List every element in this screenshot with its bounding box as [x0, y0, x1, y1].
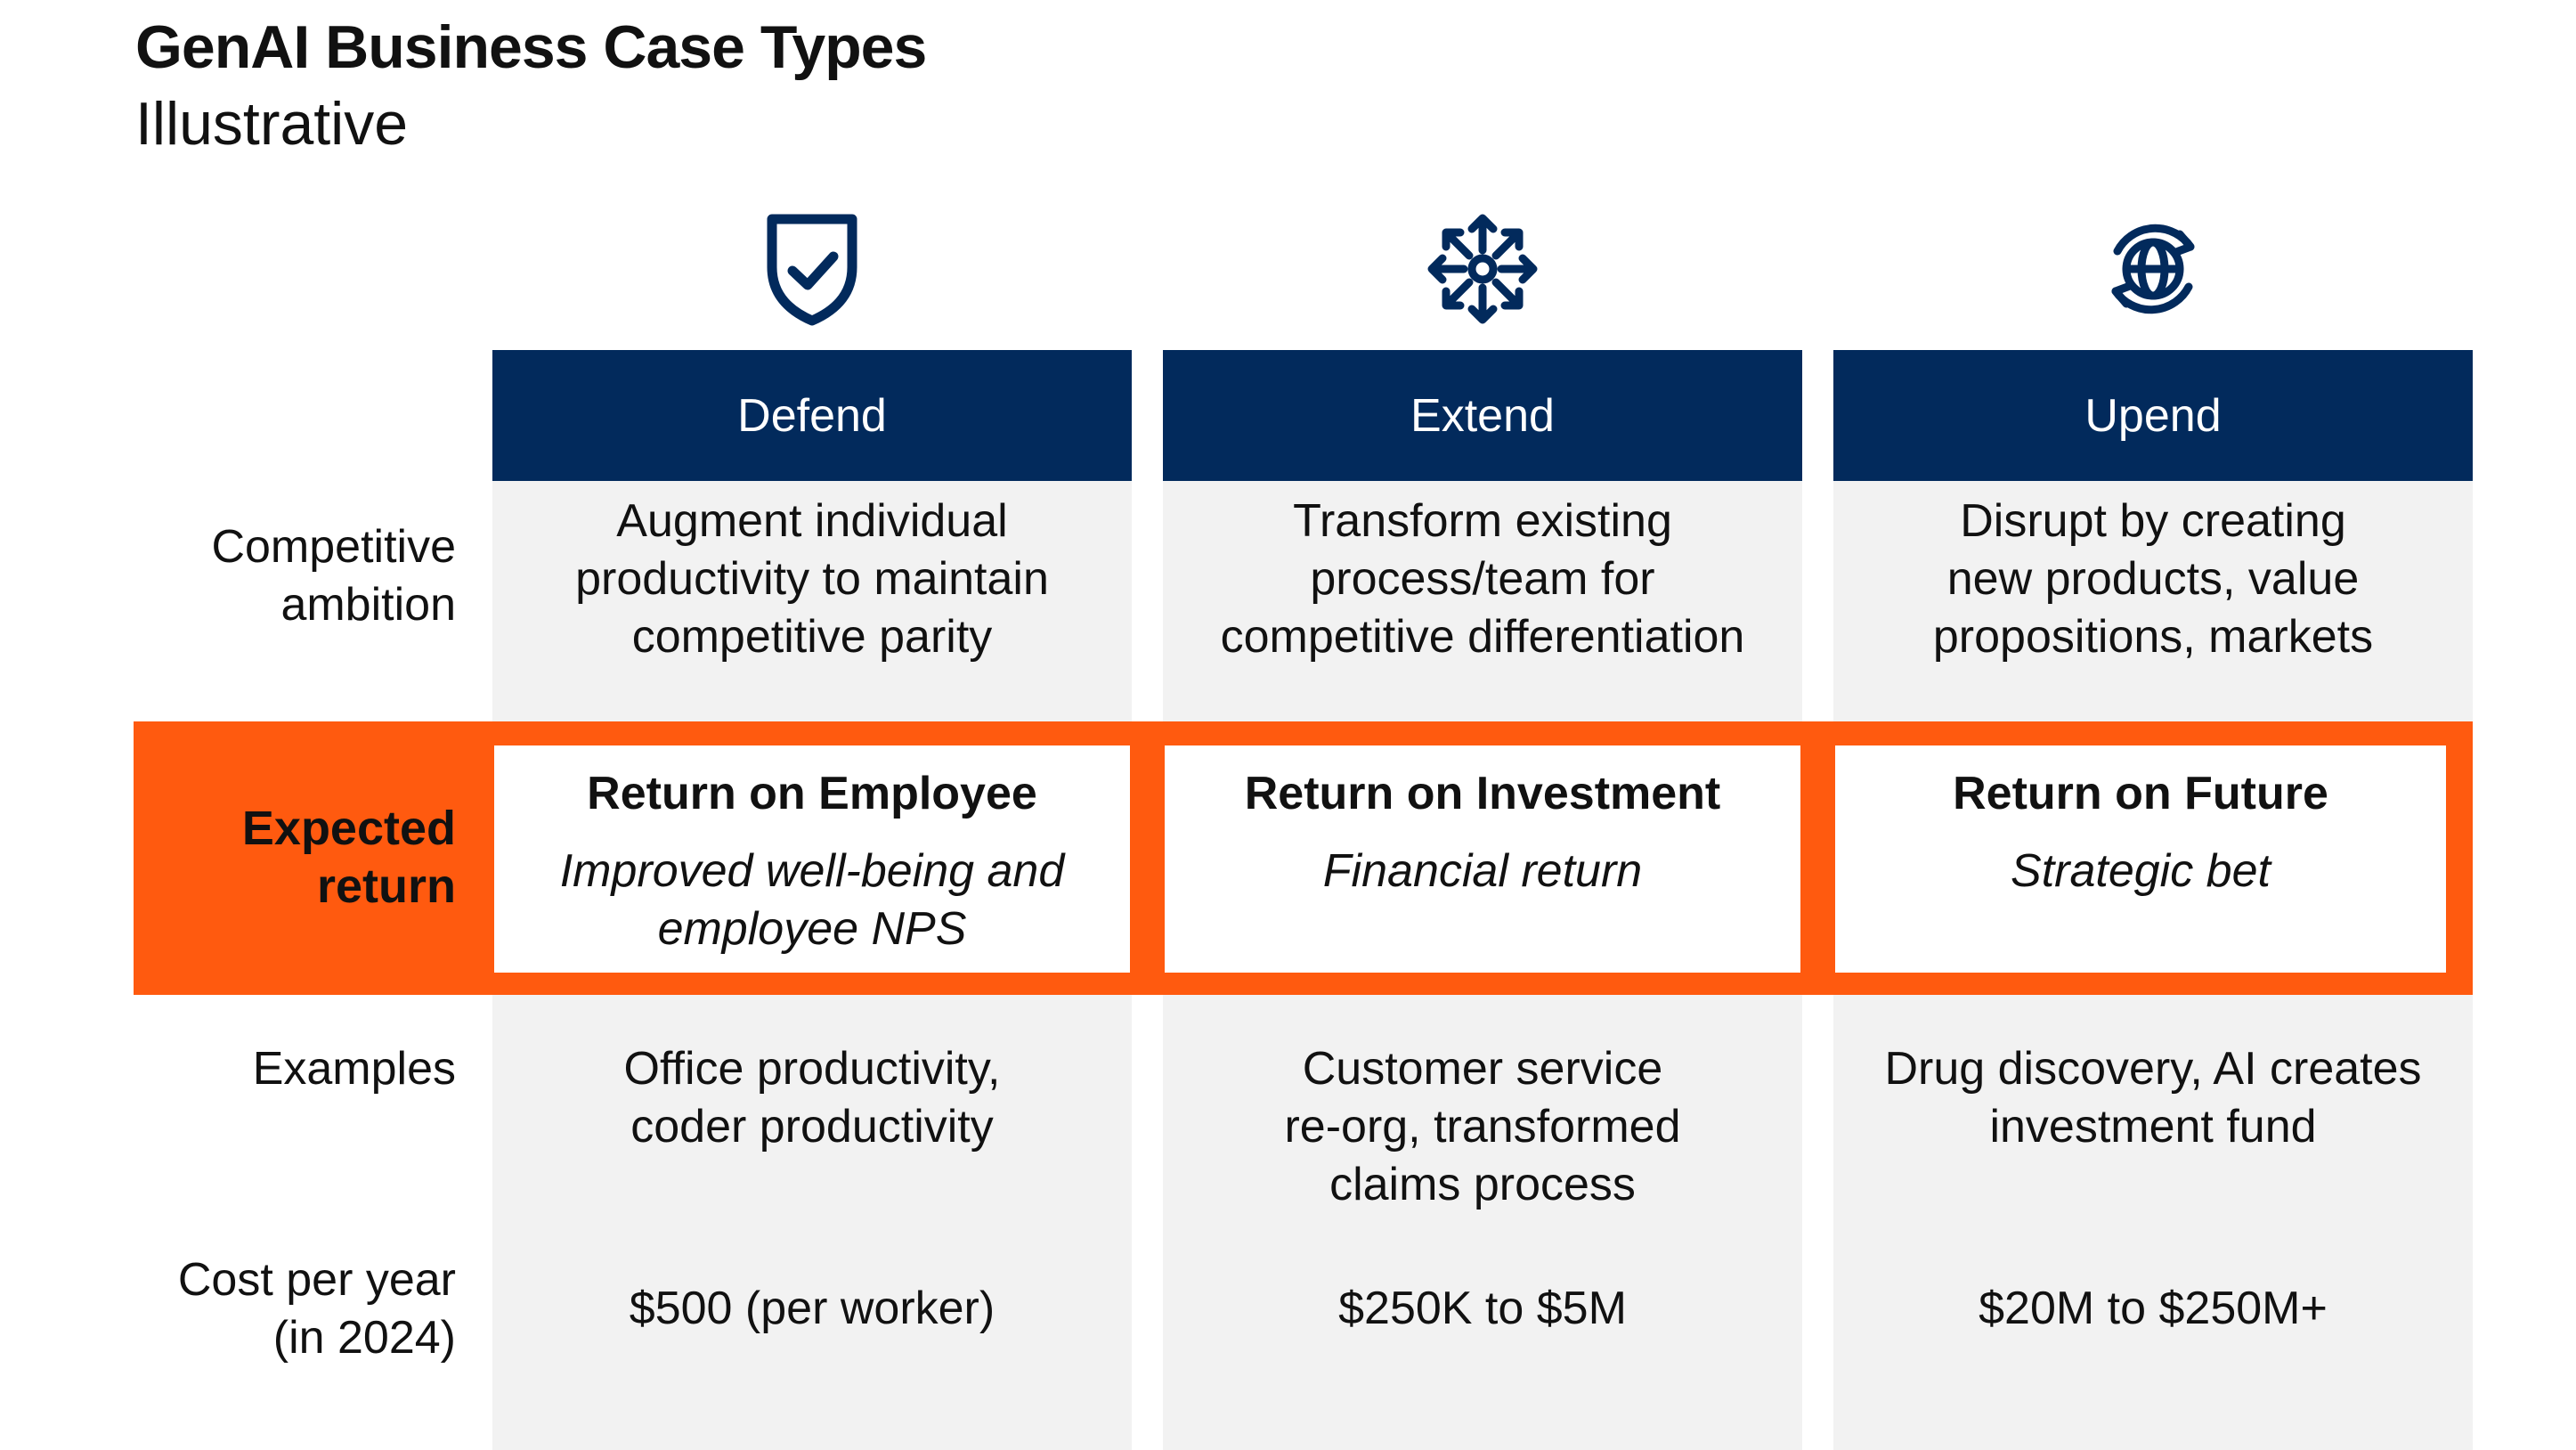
return-subtitle: Financial return — [1323, 843, 1642, 900]
page-title: GenAI Business Case Types — [135, 13, 927, 81]
return-subtitle: Strategic bet — [2011, 843, 2271, 900]
return-box-upend: Return on Future Strategic bet — [1835, 745, 2446, 973]
return-title: Return on Future — [1953, 768, 2328, 819]
return-sub-line: employee NPS — [657, 903, 967, 955]
ambition-line: competitive differentiation — [1220, 611, 1745, 663]
ambition-extend: Transform existing process/team for comp… — [1163, 493, 1802, 666]
return-box-extend: Return on Investment Financial return — [1165, 745, 1800, 973]
ambition-line: Disrupt by creating — [1960, 495, 2346, 547]
examples-line: re-org, transformed — [1284, 1101, 1681, 1153]
return-box-defend: Return on Employee Improved well-being a… — [494, 745, 1130, 973]
cost-value: $500 (per worker) — [629, 1283, 995, 1334]
row-label-line: (in 2024) — [272, 1312, 456, 1364]
cost-extend: $250K to $5M — [1163, 1280, 1802, 1338]
examples-defend: Office productivity, coder productivity — [492, 1040, 1132, 1156]
header-upend: Upend — [1833, 350, 2473, 481]
ambition-line: Augment individual — [616, 495, 1008, 547]
ambition-line: competitive parity — [631, 611, 993, 663]
row-label-line: Cost per year — [177, 1254, 456, 1306]
return-title: Return on Investment — [1244, 768, 1721, 819]
ambition-defend: Augment individual productivity to maint… — [492, 493, 1132, 666]
cost-value: $250K to $5M — [1338, 1283, 1627, 1334]
ambition-line: Transform existing — [1293, 495, 1672, 547]
return-sub-line: Strategic bet — [2011, 845, 2271, 897]
examples-line: claims process — [1329, 1159, 1636, 1210]
examples-extend: Customer service re-org, transformed cla… — [1163, 1040, 1802, 1214]
row-label-line: ambition — [280, 579, 456, 631]
row-label-ambition: Competitive ambition — [134, 518, 456, 634]
row-label-examples: Examples — [134, 1040, 456, 1098]
header-defend: Defend — [492, 350, 1132, 481]
examples-line: Drug discovery, AI creates — [1884, 1043, 2422, 1095]
examples-upend: Drug discovery, AI creates investment fu… — [1833, 1040, 2473, 1156]
header-extend: Extend — [1163, 350, 1802, 481]
ambition-line: new products, value — [1946, 553, 2360, 605]
examples-line: Office productivity, — [623, 1043, 1001, 1095]
cost-defend: $500 (per worker) — [492, 1280, 1132, 1338]
row-label-line: return — [316, 859, 456, 913]
return-title: Return on Employee — [587, 768, 1037, 819]
ambition-line: propositions, markets — [1932, 611, 2374, 663]
examples-line: coder productivity — [630, 1101, 994, 1153]
shield-check-icon — [750, 207, 874, 331]
globe-rotate-icon — [2091, 207, 2215, 331]
examples-line: investment fund — [1989, 1101, 2317, 1153]
ambition-line: productivity to maintain — [575, 553, 1049, 605]
ambition-line: process/team for — [1310, 553, 1655, 605]
cost-upend: $20M to $250M+ — [1833, 1280, 2473, 1338]
expand-arrows-icon — [1420, 207, 1545, 331]
row-label-expected-return: Expected return — [134, 800, 456, 916]
return-sub-line: Improved well-being and — [559, 845, 1065, 897]
return-sub-line: Financial return — [1322, 845, 1643, 897]
examples-line: Customer service — [1302, 1043, 1663, 1095]
ambition-upend: Disrupt by creating new products, value … — [1833, 493, 2473, 666]
row-label-line: Examples — [252, 1043, 456, 1095]
cost-value: $20M to $250M+ — [1979, 1283, 2328, 1334]
row-label-line: Competitive — [211, 521, 456, 573]
return-subtitle: Improved well-being and employee NPS — [560, 843, 1065, 958]
page-subtitle: Illustrative — [135, 90, 409, 158]
row-label-line: Expected — [241, 802, 456, 855]
row-label-cost: Cost per year (in 2024) — [134, 1251, 456, 1367]
